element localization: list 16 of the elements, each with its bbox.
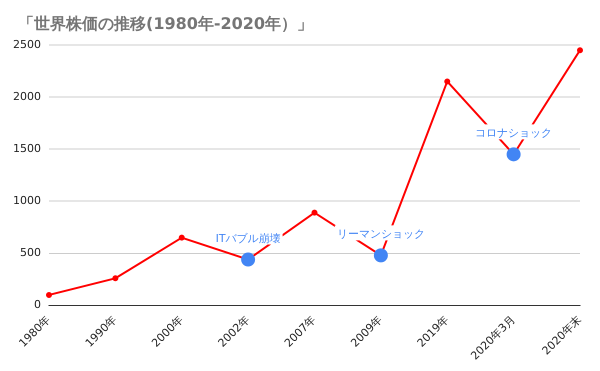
annotation: リーマンショック bbox=[336, 228, 425, 241]
point bbox=[46, 292, 52, 298]
y-tick-label: 1500 bbox=[12, 142, 41, 156]
y-tick-label: 2500 bbox=[12, 38, 41, 51]
y-tick-label: 500 bbox=[20, 246, 41, 260]
annotation: ITバブル崩壊 bbox=[216, 232, 281, 245]
y-tick-label: 0 bbox=[34, 298, 41, 312]
y-tick-label: 2000 bbox=[12, 90, 41, 103]
point bbox=[444, 78, 450, 84]
point bbox=[112, 275, 118, 282]
y-tick-label: 1000 bbox=[12, 194, 41, 208]
point bbox=[311, 210, 318, 216]
point bbox=[577, 47, 583, 54]
chart-title: 「世界株価の推移(1980年-2020年）」 bbox=[18, 14, 314, 35]
annotation: コロナショック bbox=[475, 126, 552, 140]
point bbox=[178, 234, 185, 241]
